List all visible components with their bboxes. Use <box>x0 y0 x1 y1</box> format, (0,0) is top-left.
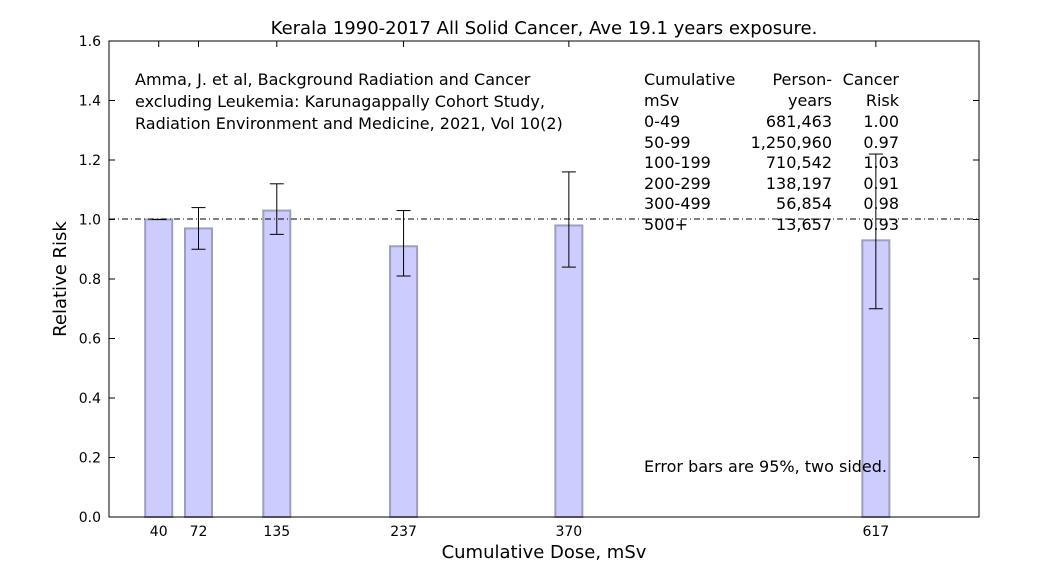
table-cell: 100-199 <box>644 153 711 172</box>
table-cell: 1,250,960 <box>751 133 832 152</box>
citation-line: Amma, J. et al, Background Radiation and… <box>135 70 531 89</box>
table-cell: 500+ <box>644 215 688 234</box>
table-header-cell: Risk <box>866 91 900 110</box>
x-tick-label: 40 <box>150 524 168 540</box>
table-header-cell: years <box>788 91 832 110</box>
table-header-cell: mSv <box>644 91 679 110</box>
bars <box>144 209 891 519</box>
table-cell: 200-299 <box>644 174 711 193</box>
y-tick-label: 1.0 <box>79 213 101 229</box>
bar <box>389 245 419 518</box>
x-axis-label: Cumulative Dose, mSv <box>442 542 647 563</box>
table-cell: 138,197 <box>766 174 832 193</box>
table-cell: 0-49 <box>644 112 680 131</box>
table-cell: 13,657 <box>776 215 832 234</box>
table-header-cell: Cancer <box>843 70 900 89</box>
y-tick-label: 1.2 <box>79 153 101 169</box>
bar <box>183 227 213 519</box>
table-cell: 300-499 <box>644 194 711 213</box>
citation-line: Radiation Environment and Medicine, 2021… <box>135 114 563 133</box>
bar <box>144 218 174 518</box>
table-cell: 0.97 <box>863 133 899 152</box>
error-bar-note: Error bars are 95%, two sided. <box>644 457 887 476</box>
y-tick-label: 0.8 <box>79 272 101 288</box>
table-cell: 0.91 <box>863 174 899 193</box>
y-tick-label: 1.6 <box>79 34 101 50</box>
table-header-cell: Cumulative <box>644 70 735 89</box>
y-tick-label: 0.4 <box>79 391 101 407</box>
x-tick-label: 370 <box>555 524 582 540</box>
x-tick-label: 617 <box>862 524 889 540</box>
table-cell: 50-99 <box>644 133 691 152</box>
y-tick-label: 1.4 <box>79 94 101 110</box>
plot-frame <box>108 40 980 518</box>
y-tick-label: 0.2 <box>79 451 101 467</box>
y-tick-label: 0.0 <box>79 510 101 526</box>
axis-ticks: 0.0 0.2 0.4 0.6 0.8 1.0 1.2 1.4 1.6 40 72 135 237 370… <box>79 34 979 540</box>
y-axis-label: Relative Risk <box>50 221 71 337</box>
table-cell: 1.03 <box>863 153 899 172</box>
table-cell: 0.93 <box>863 215 899 234</box>
bar <box>262 209 292 518</box>
y-tick-label: 0.6 <box>79 332 101 348</box>
bar <box>554 224 584 518</box>
citation-block: Amma, J. et al, Background Radiation and… <box>135 70 563 133</box>
table-header-cell: Person- <box>772 70 832 89</box>
summary-table: Cumulative Person- Cancer mSv years Risk… <box>644 70 900 234</box>
table-cell: 710,542 <box>766 153 832 172</box>
error-bars <box>151 153 883 310</box>
x-tick-label: 72 <box>190 524 208 540</box>
table-cell: 681,463 <box>766 112 832 131</box>
table-cell: 0.98 <box>863 194 899 213</box>
table-cell: 56,854 <box>776 194 832 213</box>
table-cell: 1.00 <box>863 112 899 131</box>
x-tick-label: 135 <box>263 524 290 540</box>
x-tick-label: 237 <box>390 524 417 540</box>
citation-line: excluding Leukemia: Karunagappally Cohor… <box>135 92 545 111</box>
chart-title: Kerala 1990-2017 All Solid Cancer, Ave 1… <box>271 18 818 39</box>
